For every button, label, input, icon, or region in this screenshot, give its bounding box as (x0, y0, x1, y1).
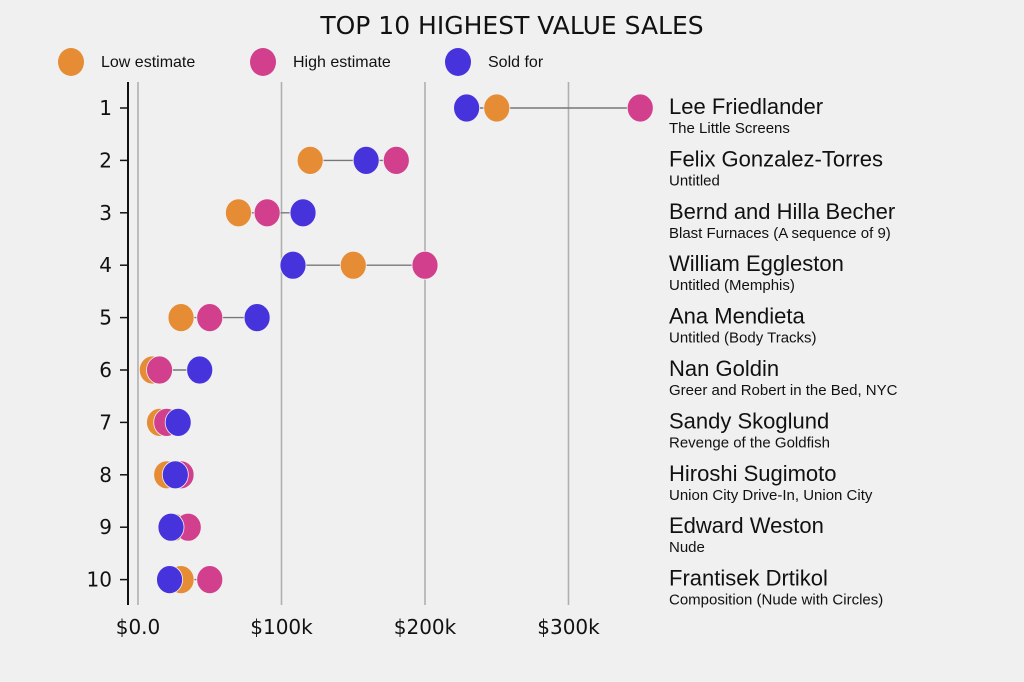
artist-label: Lee Friedlander (669, 94, 823, 119)
point-high (382, 145, 410, 175)
artist-label: William Eggleston (669, 251, 844, 276)
work-label: The Little Screens (669, 120, 790, 137)
point-sold (243, 303, 271, 333)
artist-label: Edward Weston (669, 513, 824, 538)
work-label: Union City Drive-In, Union City (669, 487, 873, 504)
artist-label: Bernd and Hilla Becher (669, 199, 895, 224)
point-sold (289, 198, 317, 228)
work-label: Greer and Robert in the Bed, NYC (669, 382, 898, 399)
work-label: Composition (Nude with Circles) (669, 592, 883, 609)
point-sold (156, 565, 183, 594)
y-tick-label: 9 (99, 515, 112, 539)
work-label: Revenge of the Goldfish (669, 434, 830, 451)
point-low (339, 250, 367, 280)
point-low (225, 198, 252, 228)
point-sold (161, 460, 189, 490)
artist-label: Hiroshi Sugimoto (669, 461, 837, 486)
x-tick-label: $0.0 (116, 615, 161, 639)
y-tick-label: 7 (99, 410, 112, 434)
y-tick-label: 5 (99, 306, 112, 330)
x-axis-ticks: $0.0 $100k $200k $300k (116, 615, 600, 639)
y-tick-label: 1 (99, 96, 112, 120)
point-sold (164, 407, 192, 437)
legend-marker-low (58, 48, 84, 76)
work-label: Untitled (669, 172, 720, 189)
y-tick-label: 6 (99, 358, 112, 382)
point-low (167, 303, 195, 333)
work-label: Untitled (Body Tracks) (669, 330, 817, 347)
legend: Low estimate High estimate Sold for (58, 48, 544, 76)
gridlines (137, 82, 570, 605)
point-sold (453, 93, 481, 123)
legend-label-low: Low estimate (101, 54, 195, 71)
legend-label-sold: Sold for (488, 54, 544, 71)
legend-marker-high (250, 48, 276, 76)
point-sold (279, 250, 307, 280)
point-high (626, 93, 654, 123)
point-sold (186, 355, 214, 385)
work-label: Untitled (Memphis) (669, 277, 795, 294)
point-sold (157, 512, 185, 542)
point-sold (352, 145, 380, 175)
x-tick-label: $100k (250, 615, 313, 639)
work-label: Nude (669, 539, 705, 556)
point-high (196, 565, 224, 594)
y-tick-label: 3 (99, 201, 112, 225)
y-tick-label: 4 (99, 253, 112, 277)
y-tick-label: 8 (99, 463, 112, 487)
legend-label-high: High estimate (293, 54, 391, 71)
x-tick-label: $200k (394, 615, 457, 639)
artist-label: Ana Mendieta (669, 304, 806, 329)
chart-title: TOP 10 HIGHEST VALUE SALES (319, 11, 703, 40)
point-low (296, 145, 324, 175)
work-label: Blast Furnaces (A sequence of 9) (669, 225, 891, 242)
point-low (483, 93, 511, 123)
y-tick-label: 10 (87, 568, 112, 592)
x-tick-label: $300k (537, 615, 600, 639)
point-high (146, 355, 173, 385)
legend-marker-sold (445, 48, 471, 76)
y-tick-label: 2 (99, 148, 112, 172)
artist-label: Felix Gonzalez-Torres (669, 146, 883, 171)
point-high (196, 303, 224, 333)
artist-label: Nan Goldin (669, 356, 779, 381)
point-high (253, 198, 281, 228)
artist-label: Sandy Skoglund (669, 408, 829, 433)
point-high (411, 250, 439, 280)
artist-label: Frantisek Drtikol (669, 566, 828, 591)
